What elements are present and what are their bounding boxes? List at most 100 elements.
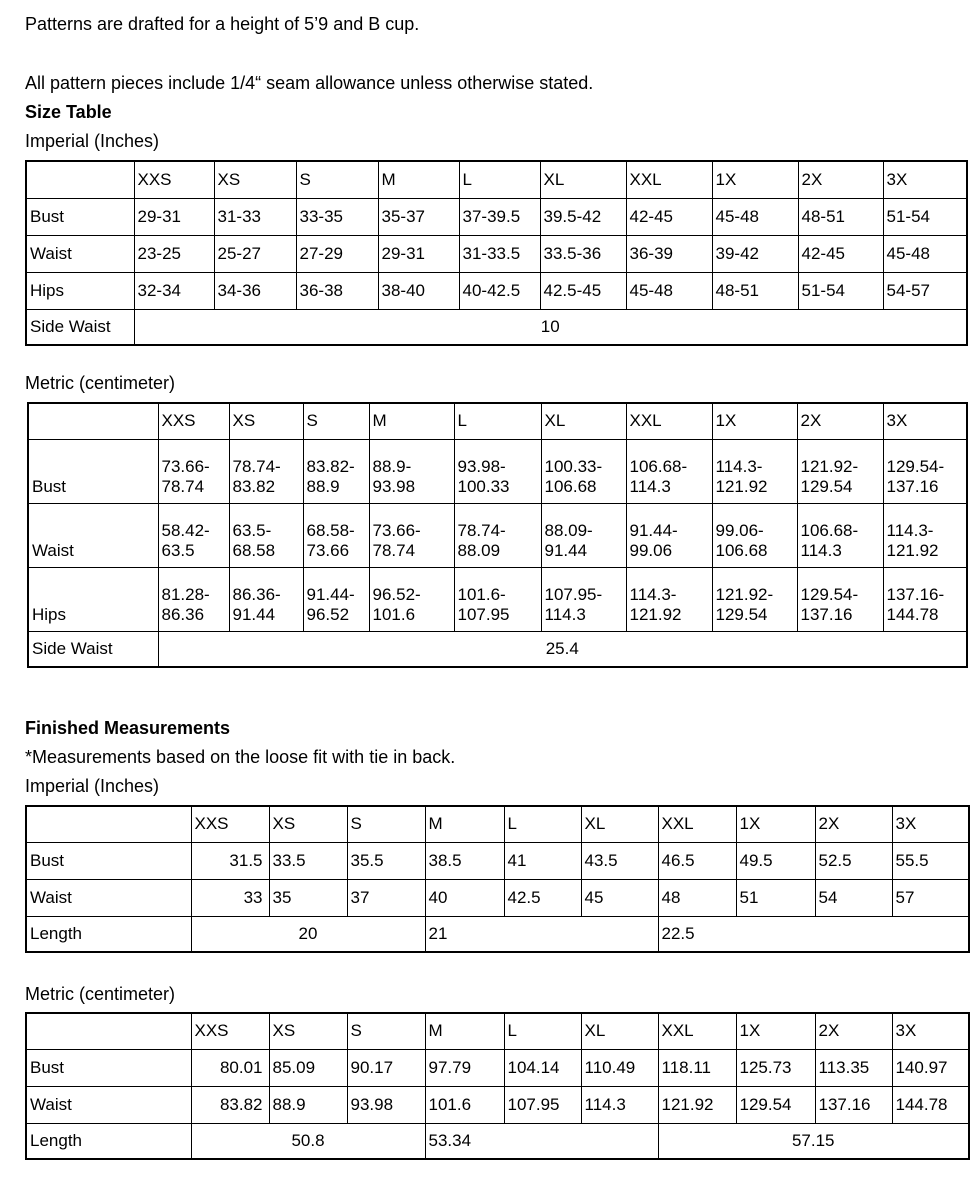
finished-imperial-table: XXS XS S M L XL XXL 1X 2X 3X Bust 31.5 33.5 35.5 38.5 4…: [25, 805, 970, 953]
table-cell: 42-45: [625, 197, 713, 236]
column-header: XXS: [157, 402, 230, 440]
header-row: XXS XS S M L XL XXL 1X 2X 3X: [27, 402, 968, 440]
row-label: Length: [25, 915, 192, 953]
table-cell: 114.3: [580, 1085, 659, 1124]
table-cell: 52.5: [814, 841, 893, 880]
table-cell: 48: [657, 878, 737, 917]
table-cell: 78.74- 83.82: [228, 438, 304, 504]
column-header: 2X: [814, 1012, 893, 1050]
row-label: Length: [25, 1122, 192, 1160]
row-label: Waist: [25, 878, 192, 917]
table-cell: 37-39.5: [458, 197, 541, 236]
table-cell: 40: [424, 878, 505, 917]
table-cell: 10: [133, 308, 968, 346]
finished-metric-table: XXS XS S M L XL XXL 1X 2X 3X Bust 80.01 85.09 90.17 97…: [25, 1012, 970, 1160]
table-cell: 91.44- 99.06: [625, 502, 713, 568]
size-metric-caption: Metric (centimeter): [25, 373, 176, 393]
table-cell: 58.42- 63.5: [157, 502, 230, 568]
column-header: 1X: [735, 1012, 816, 1050]
table-cell: 45-48: [882, 234, 968, 273]
table-cell: 29-31: [133, 197, 215, 236]
column-header: M: [424, 805, 505, 843]
table-cell: 93.98: [346, 1085, 426, 1124]
column-header: XXL: [625, 160, 713, 199]
table-cell: 121.92: [657, 1085, 737, 1124]
table-cell: 42.5: [503, 878, 582, 917]
column-header: 3X: [882, 160, 968, 199]
table-cell: 80.01: [190, 1048, 270, 1087]
table-cell: 22.5: [657, 915, 970, 953]
corner-cell: [25, 160, 135, 199]
table-cell: 91.44- 96.52: [302, 566, 370, 632]
corner-cell: [25, 805, 192, 843]
table-cell: 114.3- 121.92: [711, 438, 798, 504]
table-cell: 43.5: [580, 841, 659, 880]
table-cell: 57.15: [657, 1122, 970, 1160]
corner-cell: [27, 402, 159, 440]
table-cell: 107.95- 114.3: [540, 566, 627, 632]
table-row: Bust 80.01 85.09 90.17 97.79 104.14 110.49 118.…: [25, 1048, 970, 1087]
table-cell: 73.66- 78.74: [368, 502, 455, 568]
column-header: XXL: [657, 1012, 737, 1050]
table-cell: 90.17: [346, 1048, 426, 1087]
table-row: Bust 73.66- 78.74 78.74- 83.82 83.82- 88.9 8…: [27, 438, 968, 504]
table-cell: 45-48: [625, 271, 713, 310]
table-row: Side Waist 10: [25, 308, 968, 346]
table-cell: 101.6- 107.95: [453, 566, 542, 632]
table-row: Hips 32-34 34-36 36-38 38-40 40-42.5 42.5-45 45…: [25, 271, 968, 310]
table-cell: 125.73: [735, 1048, 816, 1087]
finished-imperial-caption: Imperial (Inches): [25, 776, 160, 796]
table-row: Length 50.8 53.34 57.15: [25, 1122, 970, 1160]
table-cell: 37: [346, 878, 426, 917]
row-label: Hips: [27, 566, 159, 632]
table-row: Bust 31.5 33.5 35.5 38.5 41 43.5 46.5 49.5 52.5 55…: [25, 841, 970, 880]
table-cell: 100.33- 106.68: [540, 438, 627, 504]
table-cell: 96.52- 101.6: [368, 566, 455, 632]
row-label: Bust: [25, 197, 135, 236]
column-header: 1X: [735, 805, 816, 843]
column-header: L: [503, 1012, 582, 1050]
table-cell: 45: [580, 878, 659, 917]
table-cell: 25-27: [213, 234, 297, 273]
row-label: Side Waist: [25, 308, 135, 346]
column-header: XS: [268, 805, 348, 843]
table-cell: 83.82: [190, 1085, 270, 1124]
row-label: Bust: [27, 438, 159, 504]
size-imperial-table: XXS XS S M L XL XXL 1X 2X 3X Bust 29-31 31-33 33-35 35…: [25, 160, 968, 346]
table-cell: 121.92- 129.54: [711, 566, 798, 632]
table-cell: 137.16: [814, 1085, 893, 1124]
table-cell: 140.97: [891, 1048, 970, 1087]
table-cell: 48-51: [797, 197, 884, 236]
column-header: XS: [213, 160, 297, 199]
table-cell: 42-45: [797, 234, 884, 273]
column-header: XXL: [657, 805, 737, 843]
table-cell: 101.6: [424, 1085, 505, 1124]
table-cell: 114.3- 121.92: [882, 502, 968, 568]
table-cell: 54-57: [882, 271, 968, 310]
column-header: XL: [539, 160, 627, 199]
table-cell: 34-36: [213, 271, 297, 310]
column-header: 2X: [796, 402, 884, 440]
column-header: XXS: [190, 1012, 270, 1050]
table-cell: 68.58- 73.66: [302, 502, 370, 568]
table-cell: 51: [735, 878, 816, 917]
table-cell: 114.3- 121.92: [625, 566, 713, 632]
table-cell: 46.5: [657, 841, 737, 880]
intro-seam-note: All pattern pieces include 1/4“ seam all…: [25, 73, 594, 93]
table-cell: 63.5- 68.58: [228, 502, 304, 568]
header-row: XXS XS S M L XL XXL 1X 2X 3X: [25, 160, 968, 199]
table-cell: 33.5-36: [539, 234, 627, 273]
column-header: 3X: [891, 805, 970, 843]
column-header: L: [453, 402, 542, 440]
table-cell: 93.98- 100.33: [453, 438, 542, 504]
table-cell: 97.79: [424, 1048, 505, 1087]
table-cell: 113.35: [814, 1048, 893, 1087]
table-cell: 25.4: [157, 630, 968, 668]
table-cell: 137.16- 144.78: [882, 566, 968, 632]
table-cell: 53.34: [424, 1122, 659, 1160]
table-row: Waist 23-25 25-27 27-29 29-31 31-33.5 33.5-36 3…: [25, 234, 968, 273]
table-cell: 81.28- 86.36: [157, 566, 230, 632]
table-cell: 31-33.5: [458, 234, 541, 273]
table-cell: 51-54: [797, 271, 884, 310]
column-header: M: [377, 160, 460, 199]
